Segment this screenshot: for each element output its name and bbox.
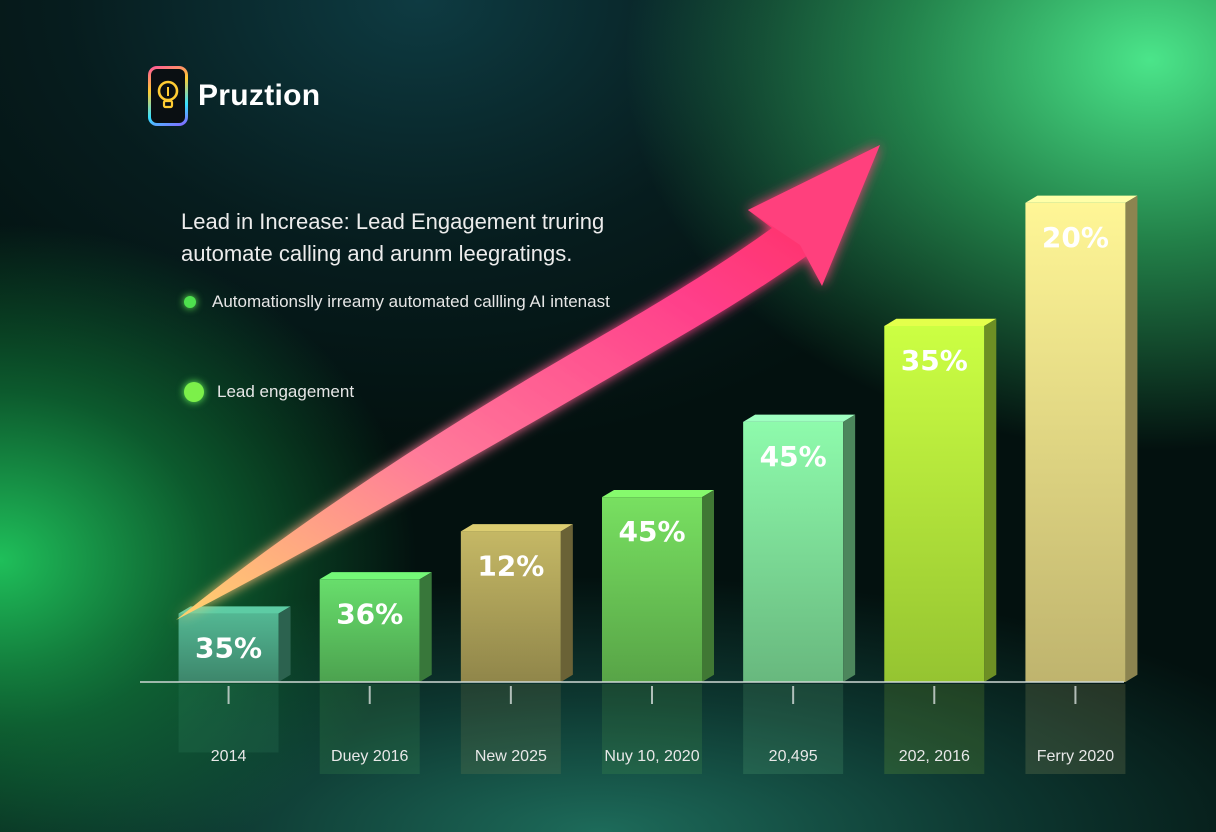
bar-4: [743, 414, 856, 682]
bar-0: [178, 606, 291, 682]
bar-reflections: [178, 684, 1126, 774]
headline-line-1: Lead in Increase: Lead Engagement trurin…: [181, 209, 605, 234]
bar-top: [178, 606, 291, 614]
trend-arrow-head: [748, 145, 880, 286]
bar-front: [1025, 202, 1126, 682]
bar-front: [884, 326, 985, 682]
bar-side: [843, 414, 856, 682]
legend-dot-icon: [184, 296, 196, 308]
bar-5: [884, 318, 997, 682]
brand-name: Pruztion: [198, 79, 321, 112]
bar-top: [1025, 195, 1138, 203]
bar-data-label: 35%: [195, 632, 262, 665]
bar-6: [1025, 195, 1138, 683]
x-tick-label: 20,495: [769, 748, 818, 765]
bar-top: [602, 489, 714, 498]
bars: 35% 36% 12% 45% 45% 35% 20%: [178, 195, 1138, 683]
x-tick-label: Ferry 2020: [1037, 748, 1114, 765]
bar-top: [460, 524, 573, 532]
bar-front: [743, 421, 844, 682]
bar-top: [884, 318, 997, 326]
brand: Pruztion: [148, 66, 320, 126]
chart-headline: Lead in Increase: Lead Engagement trurin…: [181, 206, 701, 270]
bar-1: [319, 572, 432, 682]
bar-side: [560, 524, 573, 682]
bar-3: [602, 489, 714, 682]
bar-top: [743, 414, 856, 422]
bar-front: [319, 579, 420, 682]
bar-side: [419, 572, 432, 682]
bar-front: [178, 613, 279, 682]
bar-side: [1125, 195, 1138, 683]
x-tick-label: Duey 2016: [331, 748, 408, 765]
headline-line-2: automate calling and arunm leegratings.: [181, 241, 573, 266]
x-tick-label: 202, 2016: [899, 748, 970, 765]
legend-dot-icon: [184, 382, 204, 402]
x-tick-label: New 2025: [475, 748, 547, 765]
legend-item-automation: Automationslly irreamy automated calllin…: [184, 288, 614, 316]
bar-front: [460, 531, 561, 682]
trend-arrow: [176, 145, 880, 620]
x-tick-label: Nuy 10, 2020: [604, 748, 699, 765]
bar-2: [460, 524, 573, 682]
bar-data-label: 36%: [336, 597, 403, 630]
lightbulb-icon: [148, 66, 188, 126]
legend-label: Lead engagement: [217, 382, 355, 401]
bar-side: [984, 318, 997, 682]
x-tick-label: 2014: [211, 748, 247, 765]
bar-front: [602, 497, 702, 682]
legend-item-lead-engagement: Lead engagement: [184, 378, 354, 406]
bar-side: [278, 606, 291, 682]
bar-data-label: 45%: [618, 515, 685, 548]
bar-top: [319, 572, 432, 580]
x-axis-ticks: 2014 Duey 2016 New 2025 Nuy 10, 2020 20,495 2…: [211, 686, 1114, 765]
legend-label: Automationslly irreamy automated calllin…: [212, 292, 610, 311]
bar-data-label: 12%: [477, 549, 544, 582]
bar-data-label: 35%: [901, 344, 968, 377]
trend-arrow-shape: [176, 145, 880, 620]
bar-data-label: 20%: [1042, 221, 1109, 254]
bar-side: [702, 489, 714, 682]
bar-data-label: 45%: [760, 440, 827, 473]
